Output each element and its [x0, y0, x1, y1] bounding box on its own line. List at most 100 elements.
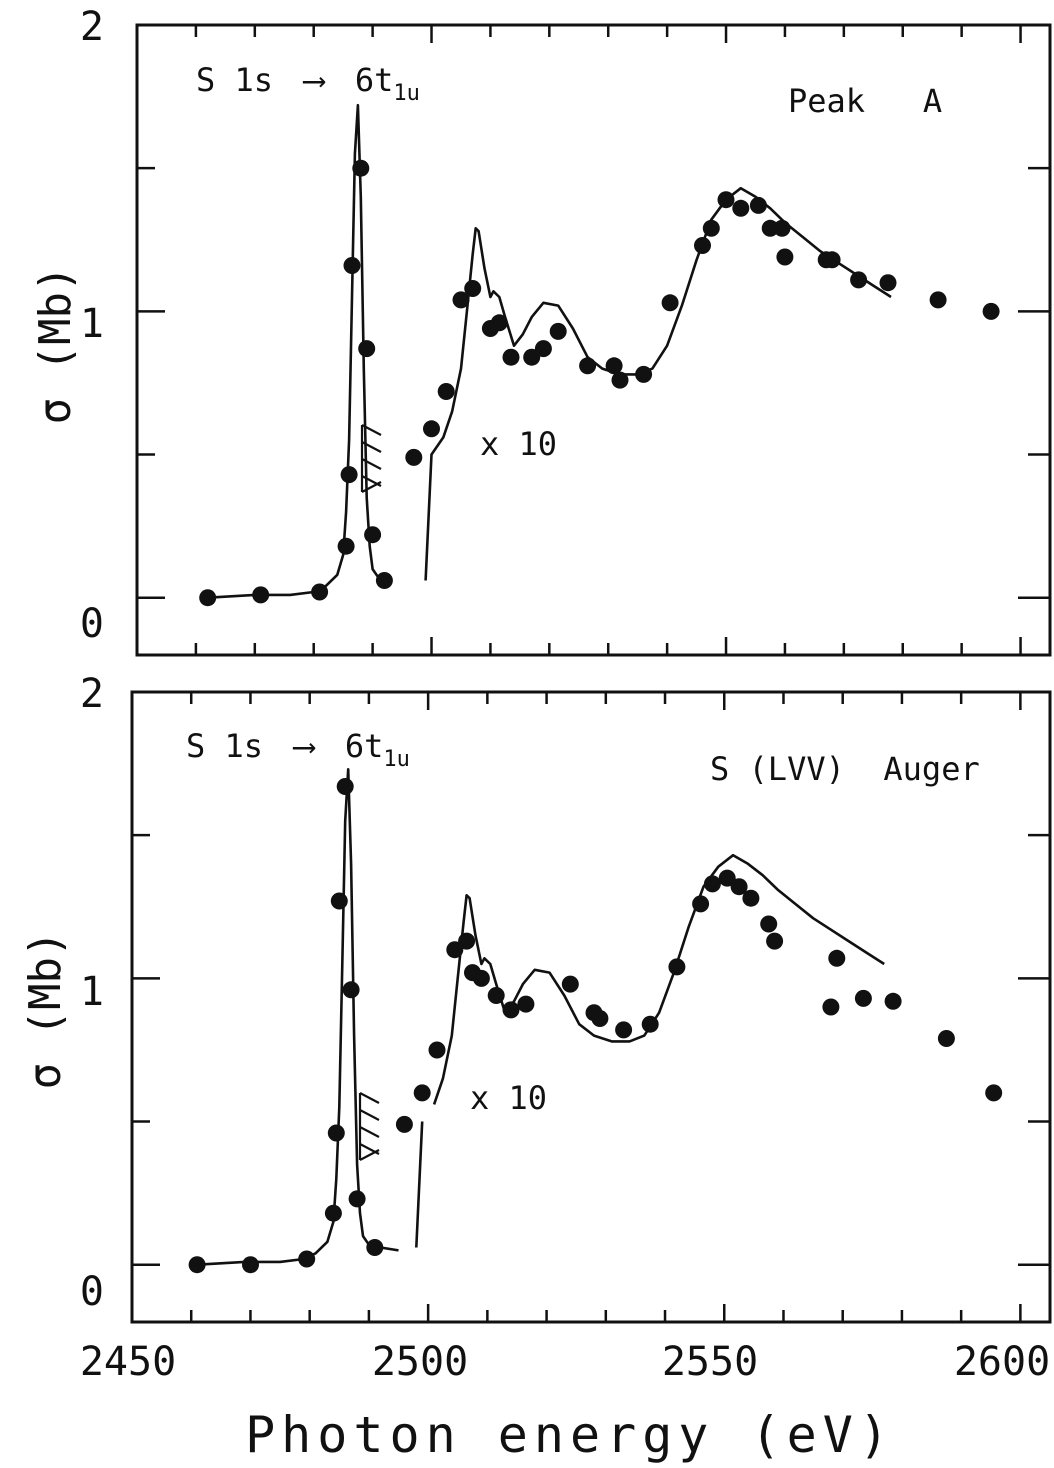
top-data-point	[611, 371, 629, 389]
top-y-axis-label: σ (Mb)	[30, 266, 81, 425]
xtick-label-2500: 2500	[372, 1339, 468, 1385]
top-data-point	[732, 199, 750, 217]
bottom-data-point	[413, 1084, 431, 1102]
top-transition-label: S 1s ⟶ 6t1u	[196, 61, 420, 106]
bottom-data-point	[517, 995, 535, 1013]
top-data-point	[635, 365, 653, 383]
bottom-data-point	[937, 1030, 955, 1047]
bottom-transition-label: S 1s ⟶ 6t1u	[186, 727, 410, 772]
top-panel: 0 1 2 σ (Mb) S 1s ⟶ 6t1u Peak A x 10	[30, 4, 1052, 657]
bottom-data-point	[458, 932, 476, 950]
bottom-plot-elements	[188, 768, 1003, 1274]
top-data-point	[879, 274, 897, 292]
bottom-data-point	[472, 969, 490, 987]
top-data-point	[982, 302, 1000, 320]
top-data-point	[702, 219, 720, 237]
top-data-point	[850, 271, 868, 289]
bottom-data-point	[692, 895, 710, 913]
bottom-data-point	[324, 1204, 342, 1222]
top-threshold-marker	[360, 424, 382, 493]
top-data-point	[694, 237, 711, 254]
bottom-data-point	[298, 1250, 316, 1268]
bottom-data-point	[822, 998, 840, 1016]
top-data-point	[579, 357, 597, 375]
bottom-data-point	[330, 892, 348, 910]
top-data-point	[823, 251, 841, 269]
top-data-point	[358, 340, 376, 358]
bottom-data-point	[985, 1084, 1003, 1102]
top-data-point	[717, 191, 735, 209]
bottom-data-point	[854, 989, 872, 1007]
bottom-data-point	[760, 915, 778, 933]
top-data-point	[423, 420, 440, 438]
top-data-point	[549, 322, 567, 340]
bottom-data-point	[502, 1001, 520, 1019]
bottom-threshold-marker	[358, 1092, 380, 1161]
top-ytick-label-0: 0	[80, 601, 104, 647]
top-ticks	[137, 23, 1050, 655]
top-data-point	[661, 294, 679, 312]
top-data-point	[464, 280, 482, 297]
bottom-y-axis-label: σ (Mb)	[20, 931, 71, 1090]
bottom-data-point	[703, 875, 721, 893]
bottom-data-point	[668, 958, 686, 976]
bottom-data-point	[828, 949, 846, 967]
bottom-data-point	[428, 1041, 446, 1059]
top-data-point	[761, 219, 779, 237]
bottom-data-point	[641, 1015, 659, 1033]
bottom-data-point	[487, 987, 505, 1004]
top-data-point	[199, 589, 217, 607]
top-data-point	[337, 537, 355, 555]
bottom-data-point	[342, 981, 360, 999]
bottom-data-point	[348, 1190, 366, 1208]
top-data-point	[773, 219, 791, 237]
top-data-point	[311, 583, 329, 601]
bottom-data-point	[395, 1115, 413, 1133]
bottom-data-point	[327, 1124, 345, 1142]
top-plot-frame	[135, 23, 1052, 657]
x-axis-label: Photon energy (eV)	[245, 1406, 895, 1464]
top-data-point	[405, 448, 423, 466]
bottom-data-point	[884, 992, 902, 1010]
top-scale-note: x 10	[480, 425, 557, 463]
top-data-point	[605, 357, 623, 375]
top-ytick-label-1: 1	[80, 301, 104, 347]
top-data-point	[452, 291, 470, 309]
bottom-data-point	[766, 932, 784, 950]
bottom-ytick-label-2: 2	[80, 671, 104, 717]
bottom-data-point	[742, 889, 760, 907]
top-data-point	[749, 196, 767, 214]
bottom-ytick-label-1: 1	[80, 969, 104, 1015]
bottom-plot-frame	[130, 690, 1052, 1324]
top-data-point	[340, 466, 358, 484]
bottom-channel-label: S (LVV) Auger	[710, 750, 980, 788]
top-data-point	[929, 291, 947, 309]
top-data-point	[252, 586, 270, 604]
bottom-data-point	[591, 1010, 609, 1027]
xtick-label-2600: 2600	[954, 1339, 1050, 1385]
bottom-data-point	[615, 1021, 633, 1039]
top-data-point	[490, 314, 508, 332]
top-data-point	[364, 526, 382, 544]
xtick-label-2550: 2550	[662, 1339, 758, 1385]
top-data-point	[776, 248, 794, 266]
bottom-ytick-label-0: 0	[80, 1269, 104, 1315]
bottom-data-point	[188, 1256, 206, 1274]
top-data-point	[343, 257, 361, 274]
top-data-point	[352, 159, 370, 177]
xtick-label-2450: 2450	[80, 1339, 176, 1385]
top-data-point	[502, 348, 520, 366]
top-data-point	[375, 572, 393, 589]
top-data-point	[534, 340, 552, 358]
top-channel-label: Peak A	[788, 82, 942, 120]
bottom-data-point	[242, 1256, 259, 1274]
bottom-data-point	[718, 869, 736, 887]
bottom-scale-note: x 10	[470, 1079, 547, 1117]
top-data-point	[523, 348, 541, 366]
bottom-data-point	[730, 878, 748, 896]
bottom-data-point	[446, 941, 464, 959]
bottom-data-point	[336, 778, 354, 795]
bottom-data-point	[561, 975, 579, 993]
bottom-data-point	[366, 1239, 384, 1256]
